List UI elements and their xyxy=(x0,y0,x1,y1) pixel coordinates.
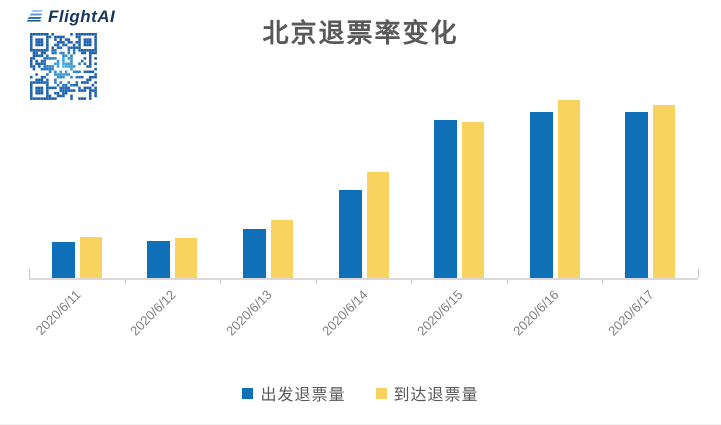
bar-arrival xyxy=(79,237,102,278)
x-axis-label: 2020/6/17 xyxy=(605,287,657,339)
legend-item-departure: 出发退票量 xyxy=(242,381,345,405)
legend-label: 到达退票量 xyxy=(393,387,479,404)
chart-legend: 出发退票量 到达退票量 xyxy=(0,381,721,405)
legend-swatch-icon xyxy=(242,387,254,399)
bar-arrival xyxy=(653,105,676,278)
bar-arrival xyxy=(462,122,485,278)
legend-item-arrival: 到达退票量 xyxy=(375,381,479,405)
x-axis-label: 2020/6/15 xyxy=(414,287,466,339)
x-axis-tick xyxy=(602,278,604,284)
x-axis-tick xyxy=(220,278,222,284)
legend-swatch-icon xyxy=(375,387,387,399)
bar-departure xyxy=(242,229,266,278)
legend-label: 出发退票量 xyxy=(260,387,346,404)
x-axis-label: 2020/6/14 xyxy=(318,287,371,339)
x-axis-tick xyxy=(506,278,508,284)
x-axis-label: 2020/6/16 xyxy=(509,287,562,339)
chart-title: 北京退票率变化 xyxy=(262,18,459,48)
bar-arrival xyxy=(366,172,389,278)
bar-arrival xyxy=(557,100,580,278)
bar-departure xyxy=(529,111,553,278)
x-axis-end-stub xyxy=(29,269,30,278)
flightai-brand-text: FlightAI xyxy=(48,7,116,26)
x-axis-tick xyxy=(124,278,126,284)
bar-arrival xyxy=(175,237,198,278)
bar-departure xyxy=(434,119,458,278)
x-axis-line xyxy=(29,278,698,280)
x-axis-tick xyxy=(315,278,317,284)
flightai-wing-icon xyxy=(27,8,45,27)
x-axis-label: 2020/6/13 xyxy=(223,287,275,339)
bar-departure xyxy=(51,242,75,278)
bar-departure xyxy=(625,112,649,278)
x-axis-label: 2020/6/11 xyxy=(32,287,84,338)
qr-code xyxy=(30,33,97,100)
bar-departure xyxy=(147,240,171,278)
x-axis-end-stub xyxy=(698,269,699,278)
x-axis-label: 2020/6/12 xyxy=(127,287,179,339)
bar-departure xyxy=(338,189,362,278)
bar-arrival xyxy=(270,220,293,278)
x-axis-tick xyxy=(411,278,413,284)
flightai-logo: FlightAI xyxy=(27,7,115,27)
